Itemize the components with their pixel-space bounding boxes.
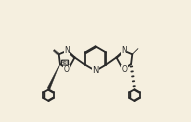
Polygon shape: [132, 48, 138, 54]
Text: N: N: [92, 66, 99, 75]
Text: Abs: Abs: [61, 60, 70, 65]
Polygon shape: [47, 64, 60, 89]
Text: O: O: [63, 65, 69, 74]
Text: O: O: [122, 65, 128, 74]
Text: N: N: [64, 46, 70, 55]
Text: N: N: [121, 46, 127, 55]
FancyBboxPatch shape: [62, 60, 69, 65]
